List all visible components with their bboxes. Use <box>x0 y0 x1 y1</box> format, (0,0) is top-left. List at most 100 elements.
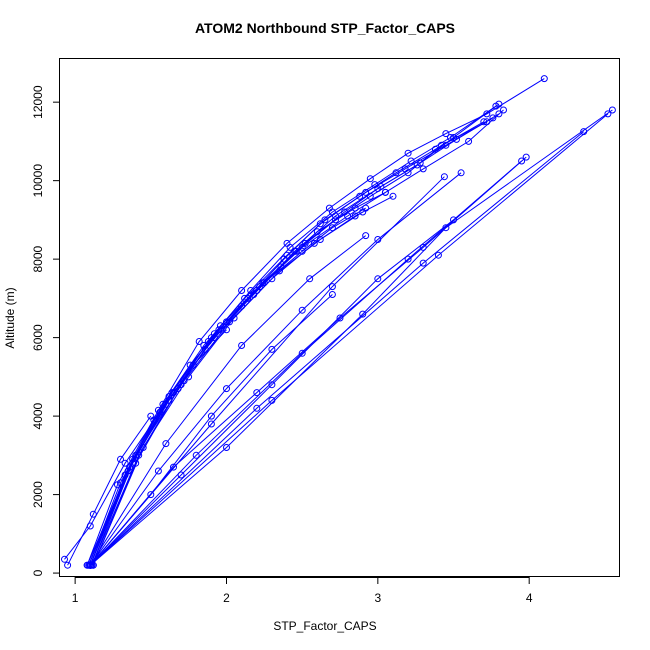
data-point <box>328 291 336 298</box>
data-point <box>147 491 155 499</box>
series-line-18 <box>89 113 609 566</box>
data-point <box>440 173 448 181</box>
series-line-1 <box>86 78 545 566</box>
data-point <box>518 157 526 165</box>
y-tick-label: 12000 <box>31 85 45 119</box>
data-point <box>223 385 230 393</box>
data-point <box>431 145 439 153</box>
series-line-7 <box>91 113 500 566</box>
data-point <box>522 153 530 161</box>
series-layer <box>61 75 616 569</box>
data-point <box>404 169 412 177</box>
data-point <box>362 232 370 240</box>
data-point <box>286 243 294 251</box>
data-point <box>336 314 344 322</box>
data-point <box>298 306 306 314</box>
data-point <box>238 287 246 294</box>
data-point <box>223 444 230 451</box>
series-line-23 <box>89 219 454 566</box>
data-point <box>223 326 230 334</box>
data-point <box>442 130 450 138</box>
data-point <box>189 361 197 369</box>
data-point <box>268 345 276 353</box>
data-point <box>356 192 364 200</box>
data-point <box>244 294 252 302</box>
data-point <box>419 243 427 251</box>
data-point <box>328 283 336 291</box>
data-point <box>495 110 503 118</box>
data-point <box>301 239 309 247</box>
series-line-24 <box>89 294 333 566</box>
data-point <box>500 106 507 114</box>
data-point <box>310 239 318 247</box>
series-line-9 <box>88 207 366 566</box>
data-point <box>359 310 367 318</box>
data-point <box>492 102 500 110</box>
series-line-10 <box>92 211 363 566</box>
series-line-2 <box>89 103 500 566</box>
data-point <box>306 275 314 283</box>
data-point <box>332 216 339 224</box>
data-point <box>381 188 389 196</box>
data-point <box>192 451 200 459</box>
data-point <box>253 404 261 412</box>
y-tick-label: 6000 <box>31 324 45 351</box>
data-point <box>298 349 306 357</box>
data-point <box>129 459 137 467</box>
data-point <box>366 175 374 183</box>
data-point <box>207 412 215 420</box>
y-tick-label: 8000 <box>31 245 45 272</box>
data-point <box>540 75 548 83</box>
data-point <box>210 334 218 342</box>
series-line-8 <box>89 191 386 566</box>
data-point <box>260 279 268 287</box>
data-point <box>457 169 465 177</box>
series-line-21 <box>89 172 462 566</box>
x-tick-label: 1 <box>72 591 79 605</box>
data-point <box>86 561 94 569</box>
data-point <box>238 342 246 349</box>
x-tick-label: 2 <box>223 591 230 605</box>
data-point <box>147 412 155 420</box>
data-point <box>89 510 97 518</box>
y-tick-label: 4000 <box>31 402 45 429</box>
data-point <box>434 251 442 259</box>
data-point <box>604 110 612 118</box>
y-tick-label: 10000 <box>31 164 45 198</box>
series-line-20 <box>89 235 367 566</box>
series-line-11 <box>89 195 394 566</box>
data-point <box>177 471 185 479</box>
data-point <box>366 192 374 200</box>
data-point <box>389 192 397 200</box>
data-point <box>253 389 261 397</box>
data-point <box>292 247 300 255</box>
data-point <box>170 389 177 397</box>
y-tick-label: 0 <box>31 569 45 576</box>
data-point <box>162 440 170 448</box>
data-point <box>61 555 68 563</box>
data-point <box>404 149 412 157</box>
series-line-4 <box>89 117 494 566</box>
data-point <box>226 318 233 326</box>
y-tick-label: 2000 <box>31 481 45 508</box>
data-point <box>437 141 445 149</box>
data-point <box>64 561 72 569</box>
data-point <box>359 208 367 216</box>
series-line-22 <box>89 109 613 566</box>
x-tick-label: 4 <box>526 591 533 605</box>
data-point <box>374 236 382 243</box>
data-point <box>117 479 124 487</box>
series-line-19 <box>89 176 445 566</box>
x-tick-label: 3 <box>374 591 381 605</box>
data-point <box>489 114 497 122</box>
data-point <box>170 463 177 471</box>
data-point <box>117 455 124 463</box>
x-axis-label: STP_Factor_CAPS <box>273 619 377 633</box>
chart-title: ATOM2 Northbound STP_Factor_CAPS <box>194 20 456 36</box>
data-point <box>321 216 329 224</box>
series-line-13 <box>67 415 152 566</box>
data-point <box>121 459 129 467</box>
data-point <box>207 420 215 428</box>
axes-layer: 1 2 3 4 0 2000 4000 6000 8000 10000 12000 <box>31 85 533 605</box>
